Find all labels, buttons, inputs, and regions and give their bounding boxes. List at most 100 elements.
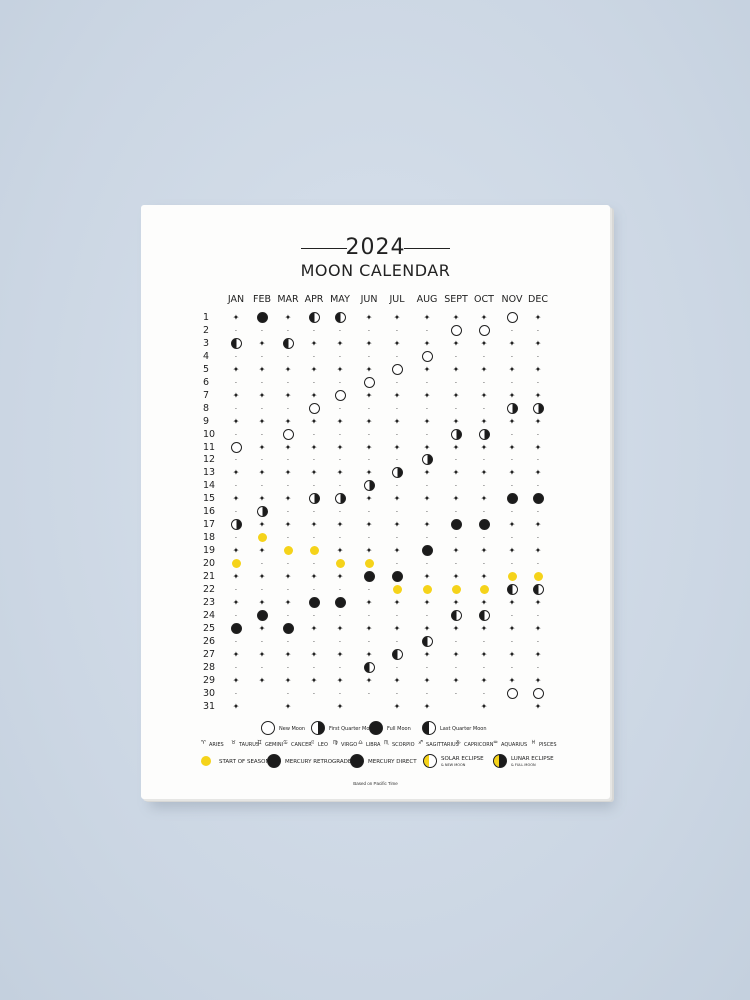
first-quarter-moon-icon xyxy=(478,428,490,440)
day-star-marker: ✦ xyxy=(336,572,344,581)
day-dot-marker: · xyxy=(286,584,290,594)
day-star-marker: ✦ xyxy=(336,416,344,426)
day-dot-marker: · xyxy=(234,610,238,620)
last-quarter-moon-icon xyxy=(450,609,462,621)
day-star-marker: ✦ xyxy=(336,338,344,348)
day-star-marker: ✦ xyxy=(336,675,344,685)
day-dot-marker: · xyxy=(234,636,238,646)
day-number: 10 xyxy=(203,428,216,440)
day-number: 3 xyxy=(203,337,210,349)
day-star-marker: ✦ xyxy=(508,416,516,426)
day-star-marker: ✦ xyxy=(258,416,266,426)
day-dot-marker: · xyxy=(338,584,342,594)
month-header: JUN xyxy=(360,294,378,305)
new-moon-icon xyxy=(532,687,544,699)
event-legend-label: MERCURY DIRECT xyxy=(368,759,417,765)
day-dot-marker: · xyxy=(312,559,316,569)
day-dot-marker: · xyxy=(286,533,290,543)
day-dot-marker: · xyxy=(510,662,514,672)
day-star-marker: ✦ xyxy=(423,675,431,685)
day-star-marker: ✦ xyxy=(258,572,266,581)
season-start-icon xyxy=(507,572,517,581)
day-dot-marker: · xyxy=(234,688,238,698)
day-number: 6 xyxy=(203,376,210,388)
day-star-marker: ✦ xyxy=(393,546,401,556)
day-dot-marker: · xyxy=(482,377,486,387)
day-dot-marker: · xyxy=(286,455,290,465)
day-star-marker: ✦ xyxy=(284,390,292,400)
first-quarter-moon-icon xyxy=(532,402,544,414)
day-star-marker: ✦ xyxy=(258,494,266,504)
day-dot-marker: · xyxy=(286,325,290,335)
lunar-eclipse-icon xyxy=(493,754,507,768)
day-star-marker: ✦ xyxy=(452,597,460,607)
day-star-marker: ✦ xyxy=(258,546,266,556)
day-star-marker: ✦ xyxy=(310,623,318,633)
season-start-icon xyxy=(283,546,293,556)
day-star-marker: ✦ xyxy=(508,338,516,348)
day-star-marker: ✦ xyxy=(534,364,542,374)
day-dot-marker: · xyxy=(536,481,540,491)
day-dot-marker: · xyxy=(395,481,399,491)
day-dot-marker: · xyxy=(510,559,514,569)
day-star-marker: ✦ xyxy=(480,675,488,685)
day-star-marker: ✦ xyxy=(423,338,431,348)
day-dot-marker: · xyxy=(454,403,458,413)
day-dot-marker: · xyxy=(510,351,514,361)
season-start-icon xyxy=(257,533,267,543)
phase-legend-label: Full Moon xyxy=(387,726,411,732)
day-dot-marker: · xyxy=(482,455,486,465)
day-star-marker: ✦ xyxy=(480,364,488,374)
day-star-marker: ✦ xyxy=(232,701,240,711)
day-dot-marker: · xyxy=(510,325,514,335)
day-dot-marker: · xyxy=(536,377,540,387)
full-moon-icon xyxy=(282,622,294,634)
day-star-marker: ✦ xyxy=(393,623,401,633)
day-dot-marker: · xyxy=(286,351,290,361)
day-dot-marker: · xyxy=(312,636,316,646)
zodiac-legend-label: VIRGO xyxy=(341,742,358,748)
day-number: 5 xyxy=(203,363,210,375)
day-star-marker: ✦ xyxy=(480,442,488,452)
new-moon-icon xyxy=(363,376,375,388)
libra-icon: ♎ xyxy=(358,740,363,746)
zodiac-legend-label: ARIES xyxy=(209,742,224,748)
day-dot-marker: · xyxy=(312,325,316,335)
day-star-marker: ✦ xyxy=(310,390,318,400)
last-quarter-moon-icon xyxy=(391,648,403,660)
full-moon-icon xyxy=(532,493,544,505)
event-legend-label: SOLAR ECLIPSE xyxy=(441,756,484,762)
day-dot-marker: · xyxy=(536,533,540,543)
footnote: Based on Pacific Time xyxy=(353,781,398,786)
day-star-marker: ✦ xyxy=(480,313,488,322)
day-dot-marker: · xyxy=(482,403,486,413)
new-moon-icon xyxy=(506,687,518,699)
day-star-marker: ✦ xyxy=(284,416,292,426)
day-star-marker: ✦ xyxy=(534,649,542,659)
month-header: JAN xyxy=(227,294,245,305)
day-star-marker: ✦ xyxy=(284,313,292,322)
day-star-marker: ✦ xyxy=(480,546,488,556)
day-dot-marker: · xyxy=(482,481,486,491)
day-number: 11 xyxy=(203,441,216,453)
new-moon-icon xyxy=(391,363,403,375)
day-star-marker: ✦ xyxy=(258,338,266,348)
day-dot-marker: · xyxy=(425,325,429,335)
day-dot-marker: · xyxy=(536,455,540,465)
day-dot-marker: · xyxy=(510,533,514,543)
day-star-marker: ✦ xyxy=(393,494,401,504)
day-star-marker: ✦ xyxy=(534,338,542,348)
day-star-marker: ✦ xyxy=(480,597,488,607)
zodiac-legend-label: GEMINI xyxy=(265,742,284,748)
first-quarter-moon-icon xyxy=(450,428,462,440)
day-star-marker: ✦ xyxy=(423,416,431,426)
day-star-marker: ✦ xyxy=(452,649,460,659)
day-dot-marker: · xyxy=(454,507,458,517)
day-star-marker: ✦ xyxy=(452,442,460,452)
day-star-marker: ✦ xyxy=(284,468,292,478)
day-number: 27 xyxy=(203,648,216,660)
day-star-marker: ✦ xyxy=(258,364,266,374)
title-rule-right xyxy=(404,248,450,249)
day-star-marker: ✦ xyxy=(452,494,460,504)
day-star-marker: ✦ xyxy=(365,364,373,374)
